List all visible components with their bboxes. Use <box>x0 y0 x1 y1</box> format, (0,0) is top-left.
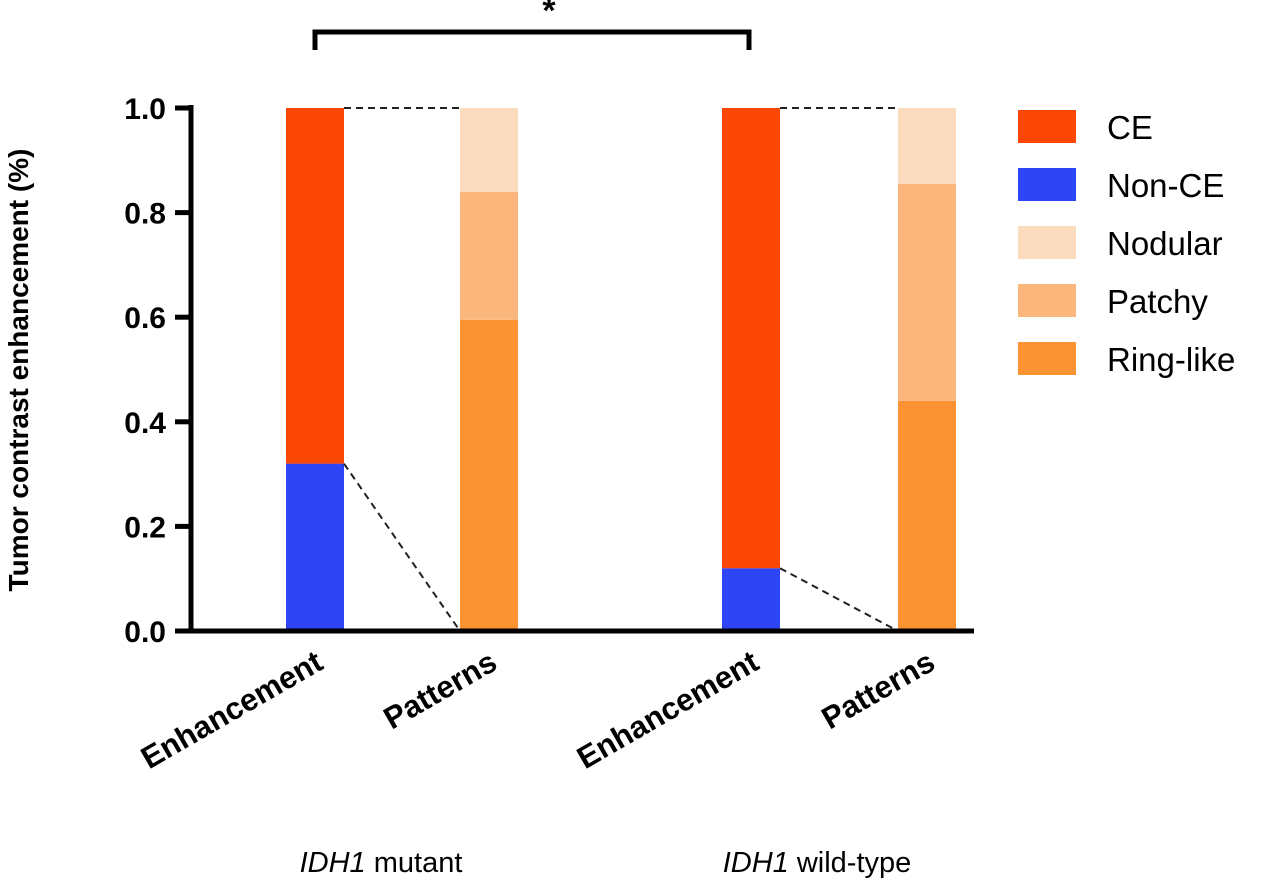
legend-label: CE <box>1107 109 1153 146</box>
bar-segment-patchy-1 <box>460 191 518 320</box>
legend-swatch-ce <box>1018 110 1076 143</box>
legend-swatch-ring-like <box>1018 342 1076 375</box>
connector-bottom-1 <box>779 567 899 632</box>
y-tick-label: 0.2 <box>124 511 166 544</box>
x-category-label: Enhancement <box>571 644 765 776</box>
x-category-label: Enhancement <box>135 644 329 776</box>
y-tick-label: 0.6 <box>124 302 166 335</box>
legend-swatch-non-ce <box>1018 168 1076 201</box>
group-label-status: wild-type <box>789 847 912 879</box>
legend-label: Ring-like <box>1107 341 1235 378</box>
x-category-label: Patterns <box>816 644 941 736</box>
bar-segment-ring-like-1 <box>460 319 518 631</box>
bracket-line <box>312 29 752 50</box>
x-category-label: Patterns <box>378 644 503 736</box>
group-label-status: mutant <box>366 847 463 879</box>
bar-segment-non-ce-0 <box>286 463 344 631</box>
legend-swatch-nodular <box>1018 226 1076 259</box>
y-tick-label: 0.4 <box>124 407 166 440</box>
connector-bottom-0 <box>343 463 461 632</box>
y-tick-label: 1.0 <box>124 93 166 126</box>
group-label: IDH1 mutant <box>300 847 463 879</box>
significance-marker: * <box>542 0 556 30</box>
group-label-gene: IDH1 <box>300 847 366 879</box>
legend-label: Nodular <box>1107 225 1223 262</box>
y-ticks: 0.0 0.2 0.4 0.6 0.8 1.0 <box>124 93 191 649</box>
group-label-gene: IDH1 <box>723 847 789 879</box>
group-label: IDH1 wild-type <box>723 847 912 879</box>
bar-segment-ce-0 <box>286 108 344 464</box>
axes <box>188 105 974 634</box>
connector-lines <box>343 107 899 632</box>
y-tick-label: 0.8 <box>124 198 166 231</box>
bar-segment-ring-like-3 <box>898 400 956 631</box>
y-axis-label: Tumor contrast enhancement (%) <box>3 149 34 592</box>
legend: CE Non-CE Nodular Patchy Ring-like <box>1018 109 1235 378</box>
legend-swatch-patchy <box>1018 284 1076 317</box>
x-category-labels: Enhancement Patterns Enhancement Patterns <box>135 644 941 776</box>
bar-segment-non-ce-2 <box>722 568 780 631</box>
bar-segment-ce-2 <box>722 108 780 569</box>
legend-label: Non-CE <box>1107 167 1224 204</box>
y-tick-label: 0.0 <box>124 616 166 649</box>
bar-segment-patchy-3 <box>898 183 956 401</box>
bar-segment-nodular-3 <box>898 108 956 184</box>
legend-label: Patchy <box>1107 283 1208 320</box>
bars-layer <box>286 108 956 631</box>
group-labels: IDH1 mutant IDH1 wild-type <box>300 847 912 879</box>
bar-segment-nodular-1 <box>460 108 518 192</box>
significance-bracket: * <box>312 0 752 50</box>
